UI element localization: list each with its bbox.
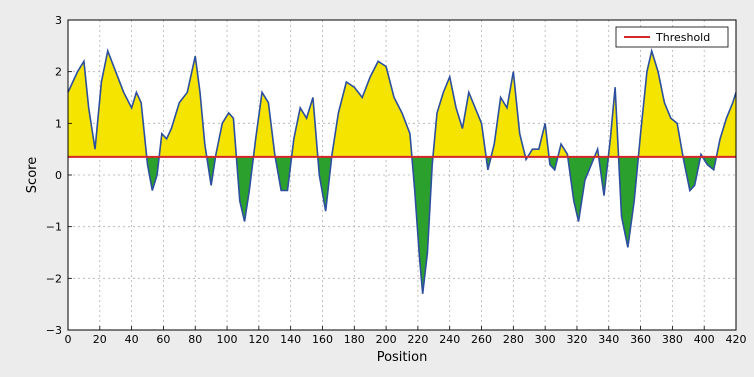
x-tick-label: 80 — [188, 333, 202, 346]
x-tick-label: 300 — [535, 333, 556, 346]
area-fills — [68, 51, 736, 294]
y-tick-label: −1 — [46, 221, 62, 234]
x-axis-label: Position — [377, 350, 428, 365]
area-below-threshold — [146, 156, 717, 294]
y-axis-label: Score — [25, 157, 40, 193]
x-tick-label: 240 — [439, 333, 460, 346]
area-above-threshold — [68, 51, 736, 157]
x-tick-label: 340 — [598, 333, 619, 346]
x-tick-label: 220 — [407, 333, 428, 346]
x-tick-label: 380 — [662, 333, 683, 346]
x-tick-label: 100 — [217, 333, 238, 346]
y-tick-label: −3 — [46, 324, 62, 337]
legend-threshold-label: Threshold — [655, 31, 710, 44]
y-tick-label: −2 — [46, 272, 62, 285]
x-tick-label: 20 — [93, 333, 107, 346]
y-tick-label: 3 — [55, 14, 62, 27]
x-tick-label: 260 — [471, 333, 492, 346]
legend-box — [615, 26, 729, 48]
y-axis-ticks: −3 −2 −1 0 1 2 3 — [46, 14, 72, 337]
x-tick-label: 140 — [280, 333, 301, 346]
x-tick-label: 0 — [65, 333, 72, 346]
x-tick-label: 160 — [312, 333, 333, 346]
x-tick-label: 420 — [726, 333, 747, 346]
x-axis-ticks: 0 20 40 60 80 100 120 140 160 180 200 220 240 260 280 3… — [65, 326, 747, 346]
legend: Threshold — [615, 26, 729, 48]
y-tick-label: 2 — [55, 66, 62, 79]
x-tick-label: 120 — [248, 333, 269, 346]
y-tick-label: 0 — [55, 169, 62, 182]
x-tick-label: 400 — [694, 333, 715, 346]
x-tick-label: 60 — [156, 333, 170, 346]
x-tick-label: 180 — [344, 333, 365, 346]
score-line — [67, 47, 737, 294]
x-tick-label: 360 — [630, 333, 651, 346]
x-tick-label: 40 — [125, 333, 139, 346]
x-tick-label: 200 — [376, 333, 397, 346]
y-tick-label: 1 — [55, 117, 62, 130]
x-tick-label: 320 — [566, 333, 587, 346]
x-tick-label: 280 — [503, 333, 524, 346]
